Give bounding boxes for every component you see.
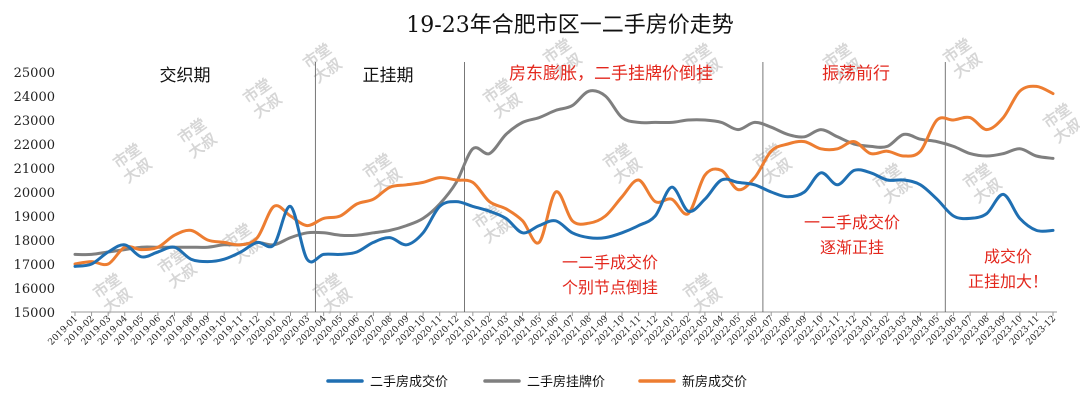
annotation-text: 一二手成交价 [562,253,658,272]
series-lines [73,84,1055,268]
annotation-text: 逐渐正挂 [820,238,884,257]
phase-label: 交织期 [160,66,211,86]
y-tick-label: 16000 [14,282,55,297]
y-axis: 15000 16000 17000 18000 19000 20000 21000 22000… [14,66,55,321]
annotation-text: 正挂加大！ [968,272,1048,291]
x-axis: 2019-012019-022019-032019-042019-052019-… [47,311,1058,348]
legend-label: 新房成交价 [682,374,747,390]
phase-label: 振荡前行 [822,64,890,84]
y-tick-label: 23000 [14,114,55,129]
y-tick-label: 24000 [14,90,55,105]
phase-labels: 交织期 正挂期 房东膨胀，二手挂牌价倒挂 振荡前行 [160,64,891,86]
y-tick-label: 17000 [14,258,55,273]
y-tick-label: 21000 [14,162,55,177]
y-tick-label: 20000 [14,186,55,201]
y-tick-label: 15000 [14,306,55,321]
annotation-text: 成交价 [984,247,1032,266]
series-line-1 [73,168,1055,268]
y-tick-label: 22000 [14,138,55,153]
series-line-3 [73,84,1055,267]
legend: 二手房成交价 二手房挂牌价 新房成交价 [326,374,747,390]
phase-label: 房东膨胀，二手挂牌价倒挂 [509,64,713,84]
chart-title: 19-23年合肥市区一二手房价走势 [406,13,733,38]
phase-label: 正挂期 [363,66,414,86]
annotation-text: 个别节点倒挂 [562,278,658,297]
series-line-2 [73,89,1055,257]
annotation-text: 一二手成交价 [804,213,900,232]
y-tick-label: 25000 [14,66,55,81]
y-tick-label: 18000 [14,234,55,249]
y-tick-label: 19000 [14,210,55,225]
legend-label: 二手房挂牌价 [527,374,605,390]
legend-label: 二手房成交价 [370,374,448,390]
